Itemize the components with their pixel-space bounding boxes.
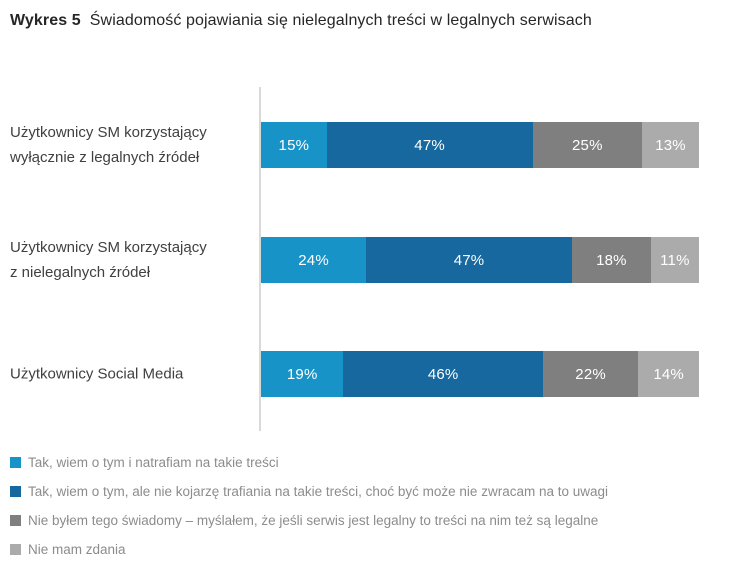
- bar-row: 19% 46% 22% 14%: [261, 351, 699, 397]
- legend-item: Nie mam zdania: [10, 535, 735, 564]
- bar-value-label: 47%: [414, 136, 445, 154]
- bar-segment: 19%: [261, 351, 344, 397]
- bar-row: 24% 47% 18% 11%: [261, 237, 699, 283]
- bar-segment: 47%: [366, 237, 572, 283]
- bar-value-label: 11%: [660, 251, 690, 269]
- legend-swatch-icon: [10, 486, 21, 497]
- legend-swatch-icon: [10, 457, 21, 468]
- legend-item: Tak, wiem o tym i natrafiam na takie tre…: [10, 448, 735, 477]
- category-label: Użytkownicy Social Media: [10, 365, 184, 383]
- legend-item: Tak, wiem o tym, ale nie kojarzę trafian…: [10, 477, 735, 506]
- bar-value-label: 25%: [571, 136, 603, 154]
- bar-segment: 13%: [642, 122, 699, 168]
- bar-segment: 25%: [532, 122, 643, 168]
- bar-value-label: 19%: [286, 365, 318, 383]
- bar-segment: 24%: [261, 237, 367, 283]
- bar-value-label: 13%: [655, 136, 686, 154]
- bar-value-label: 46%: [427, 365, 459, 383]
- bar-value-label: 22%: [575, 365, 606, 383]
- bar-value-label: 24%: [298, 251, 329, 269]
- bar-value-label: 14%: [653, 365, 684, 383]
- category-label: Użytkownicy SM korzystający wyłącznie z …: [10, 124, 207, 166]
- bar-segment: 14%: [638, 351, 699, 397]
- legend-item: Nie byłem tego świadomy – myślałem, że j…: [10, 506, 735, 535]
- bar-value-label: 18%: [596, 251, 627, 269]
- category-label: Użytkownicy SM korzystający z nielegalny…: [10, 239, 207, 281]
- y-axis-line: [259, 87, 261, 431]
- bar-segment: 15%: [261, 122, 327, 168]
- chart-title-prefix: Wykres 5: [10, 12, 81, 29]
- bar-value-label: 15%: [278, 136, 310, 154]
- legend-swatch-icon: [10, 515, 21, 526]
- bar-segment: 18%: [571, 237, 651, 283]
- legend-label: Tak, wiem o tym i natrafiam na takie tre…: [28, 455, 279, 470]
- bar-value-label: 47%: [453, 251, 485, 269]
- chart-title: Wykres 5 Świadomość pojawiania się nieleg…: [10, 12, 592, 30]
- bar-row: 15% 47% 25% 13%: [261, 122, 699, 168]
- bar-segment: 46%: [343, 351, 543, 397]
- bar-segment: 22%: [542, 351, 639, 397]
- bar-segment: 47%: [326, 122, 533, 168]
- legend-label: Nie mam zdania: [28, 542, 126, 557]
- legend: Tak, wiem o tym i natrafiam na takie tre…: [10, 448, 735, 564]
- legend-swatch-icon: [10, 544, 21, 555]
- legend-label: Nie byłem tego świadomy – myślałem, że j…: [28, 513, 599, 528]
- chart-title-text: Świadomość pojawiania się nielegalnych t…: [89, 12, 592, 29]
- legend-label: Tak, wiem o tym, ale nie kojarzę trafian…: [28, 484, 608, 499]
- bar-segment: 11%: [650, 237, 699, 283]
